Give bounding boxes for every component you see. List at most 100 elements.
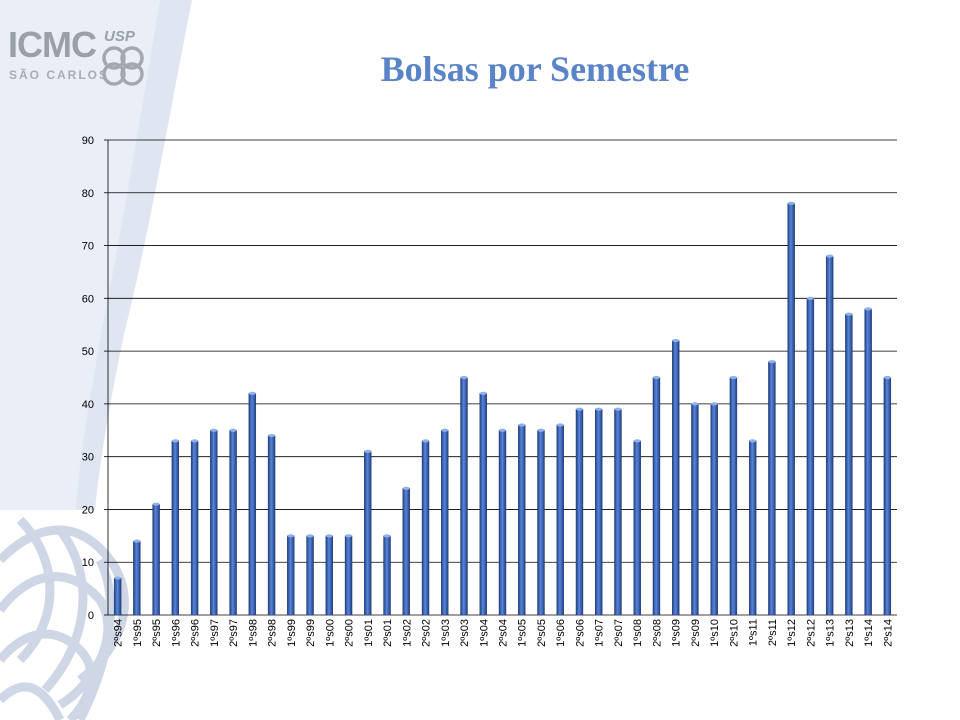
x-tick-label: 1ºs05: [517, 619, 529, 647]
bar-cap: [883, 375, 891, 380]
x-tick-label: 2ºs97: [228, 619, 240, 647]
bar: [768, 361, 776, 616]
bar-cap: [710, 402, 718, 406]
y-tick-label: 30: [82, 452, 94, 464]
bar: [421, 440, 430, 616]
bar: [806, 298, 815, 616]
bar-cap: [229, 428, 237, 432]
bar: [441, 430, 449, 616]
bar: [479, 393, 487, 616]
logo-subtitle: SÃO CARLOS: [9, 68, 110, 82]
bar: [402, 488, 410, 616]
x-tick-label: 1ºs02: [401, 619, 413, 647]
bar: [210, 430, 218, 616]
bar: [152, 503, 160, 616]
bar: [133, 540, 141, 616]
y-tick-label: 40: [82, 399, 94, 411]
bar-cap: [749, 439, 757, 443]
bar-cap: [422, 439, 430, 443]
bar-cap: [441, 428, 449, 432]
bar: [190, 440, 199, 616]
bar-cap: [268, 433, 276, 438]
bar-cap: [614, 407, 622, 411]
y-tick-label: 80: [82, 188, 94, 200]
bar-cap: [171, 439, 179, 443]
bar: [113, 577, 122, 616]
bar: [229, 430, 237, 616]
bar: [595, 408, 603, 616]
x-tick-label: 2ºs04: [498, 619, 510, 647]
bar-cap: [729, 375, 737, 380]
bar-cap: [325, 534, 333, 538]
bar-cap: [556, 423, 564, 427]
x-tick-label: 2ºs11: [767, 619, 779, 646]
x-tick-label: 1ºs06: [555, 619, 567, 647]
x-tick-label: 1ºs96: [170, 619, 182, 647]
x-tick-label: 1ºs98: [247, 619, 259, 647]
bar: [171, 440, 180, 616]
bar-cap: [652, 375, 660, 380]
y-tick-label: 0: [88, 610, 94, 622]
bar: [287, 535, 295, 616]
bar-cap: [383, 534, 391, 538]
y-tick-label: 90: [82, 135, 94, 147]
bar-cap: [787, 201, 795, 205]
bar: [883, 377, 892, 616]
x-tick-label: 2ºs13: [844, 619, 856, 647]
bar-cap: [768, 360, 776, 364]
bar: [825, 255, 834, 616]
bar-cap: [806, 296, 814, 300]
x-tick-label: 2ºs01: [382, 619, 394, 647]
bar: [729, 377, 738, 616]
x-tick-label: 2ºs06: [574, 619, 586, 647]
x-tick-label: 2ºs09: [690, 619, 702, 647]
bar-cap: [479, 391, 487, 395]
x-tick-label: 1ºs04: [478, 619, 490, 647]
bar: [498, 430, 507, 616]
bar: [460, 377, 468, 616]
bar-cap: [845, 312, 853, 316]
bar: [633, 440, 641, 616]
logo-knot-icon: [102, 46, 144, 86]
bar: [267, 435, 276, 616]
x-tick-label: 2ºs96: [190, 619, 202, 647]
bar: [671, 340, 680, 616]
y-tick-label: 50: [82, 346, 94, 358]
slide-title: Bolsas por Semestre: [380, 49, 690, 89]
x-tick-label: 1ºs00: [324, 619, 336, 647]
x-tick-label: 1ºs14: [863, 619, 875, 647]
bar-cap: [518, 423, 526, 427]
x-tick-label: 2ºs03: [459, 619, 471, 647]
bar-cap: [575, 407, 583, 411]
x-tick-label: 1ºs97: [209, 619, 221, 647]
icmc-usp-logo: ICMC USP SÃO CARLOS: [8, 24, 148, 98]
bar-cap: [402, 486, 410, 490]
bar: [845, 313, 853, 616]
x-tick-label: 1ºs09: [671, 619, 683, 647]
bar-cap: [133, 539, 141, 543]
bar-cap: [306, 534, 314, 538]
y-tick-label: 20: [82, 504, 94, 516]
x-tick-label: 1ºs99: [286, 619, 298, 647]
x-tick-label: 2ºs07: [613, 619, 625, 647]
bar-cap: [364, 449, 372, 453]
bar: [575, 408, 584, 616]
y-tick-label: 10: [82, 557, 94, 569]
bar: [364, 451, 372, 616]
bar: [691, 403, 699, 616]
bar: [748, 440, 757, 616]
x-tick-label: 2ºs99: [305, 619, 317, 647]
x-tick-label: 1ºs03: [440, 619, 452, 647]
x-tick-label: 2ºs14: [882, 619, 894, 647]
bar: [306, 535, 314, 616]
bar: [325, 535, 334, 616]
bar: [248, 393, 257, 616]
x-tick-label: 1ºs95: [132, 619, 144, 647]
bar-cap: [691, 402, 699, 406]
x-tick-label: 2ºs02: [421, 619, 433, 647]
x-tick-label: 2ºs10: [728, 619, 740, 647]
bar-cap: [826, 254, 834, 258]
x-tick-label: 1ºs12: [786, 619, 798, 647]
